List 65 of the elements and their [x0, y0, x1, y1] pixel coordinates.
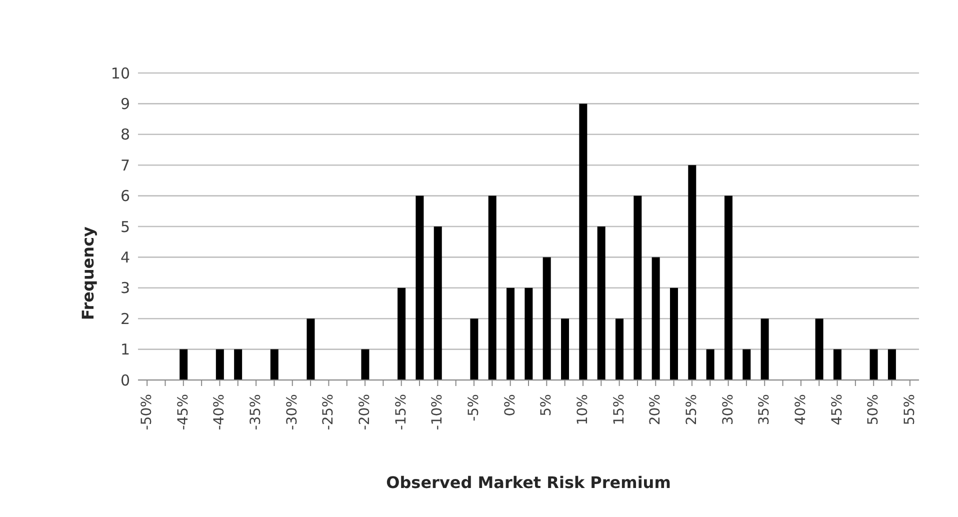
x-tick-label: 0% — [502, 394, 518, 416]
y-tick-label: 7 — [120, 156, 130, 174]
bar — [180, 349, 188, 380]
y-axis-title: Frequency — [78, 226, 98, 320]
x-tick-label: 35% — [756, 394, 773, 426]
bar — [616, 318, 624, 380]
bar — [760, 318, 769, 380]
bar — [742, 349, 751, 380]
x-tick-label: 5% — [538, 394, 555, 416]
x-tick-label: -40% — [212, 394, 228, 430]
y-tick-label: 8 — [120, 126, 130, 144]
bar — [470, 318, 478, 380]
x-tick-label: 50% — [866, 394, 882, 426]
y-tick-label: 0 — [120, 371, 130, 390]
bar — [434, 226, 442, 380]
x-tick-label: 20% — [648, 394, 664, 426]
bar — [398, 288, 406, 380]
x-tick-label: 15% — [611, 394, 628, 426]
y-tick-label: 6 — [120, 187, 130, 206]
x-tick-label: 30% — [720, 394, 736, 426]
bar — [634, 196, 642, 380]
bar — [870, 349, 878, 380]
bar — [815, 318, 824, 380]
x-tick-label: 55% — [902, 394, 918, 426]
x-tick-label: 45% — [829, 394, 846, 426]
bar — [416, 196, 424, 380]
bar — [561, 318, 570, 380]
y-tick-label: 2 — [120, 310, 130, 328]
bar — [524, 288, 533, 380]
x-tick-label: -45% — [175, 394, 192, 430]
bar — [706, 349, 714, 380]
x-tick-label: -5% — [466, 394, 482, 422]
bar — [506, 288, 515, 380]
bar — [688, 165, 696, 380]
x-tick-label: 10% — [574, 394, 591, 426]
y-tick-label: 4 — [120, 248, 130, 267]
bar — [833, 349, 842, 380]
y-tick-label: 9 — [120, 95, 130, 114]
bar — [579, 104, 588, 380]
bar — [361, 349, 370, 380]
x-tick-label: -20% — [357, 394, 374, 430]
bar — [488, 196, 496, 380]
bar — [306, 318, 315, 380]
y-tick-label: 3 — [120, 279, 130, 298]
bar — [652, 257, 660, 380]
x-axis-title: Observed Market Risk Premium — [386, 473, 671, 492]
bar — [234, 349, 242, 380]
bar — [724, 196, 732, 380]
bar — [597, 226, 606, 380]
x-tick-label: -50% — [139, 394, 156, 430]
x-tick-label: 25% — [684, 394, 700, 426]
x-tick-label: -35% — [248, 394, 264, 430]
x-tick-label: 40% — [792, 394, 809, 426]
x-tick-label: -25% — [320, 394, 337, 430]
bar — [542, 257, 551, 380]
y-tick-label: 5 — [120, 218, 130, 236]
x-tick-label: -10% — [430, 394, 446, 430]
bar — [888, 349, 896, 380]
x-tick-label: -15% — [393, 394, 410, 430]
bar — [670, 288, 678, 380]
y-tick-label: 1 — [120, 340, 130, 359]
y-tick-label: 10 — [110, 64, 130, 82]
bar — [216, 349, 224, 380]
bar — [270, 349, 278, 380]
x-tick-label: -30% — [284, 394, 300, 430]
